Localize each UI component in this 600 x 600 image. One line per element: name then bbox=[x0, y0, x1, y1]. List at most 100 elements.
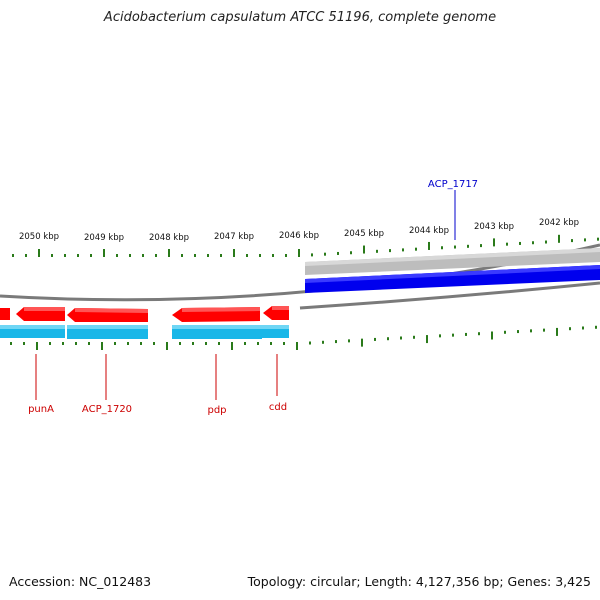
minor-tick bbox=[504, 330, 506, 334]
gene-grey-arc-highlight bbox=[305, 248, 600, 266]
minor-tick bbox=[192, 342, 194, 345]
minor-tick bbox=[285, 254, 287, 257]
tick-label: 2046 kbp bbox=[279, 231, 319, 241]
tick-label: 2043 kbp bbox=[474, 222, 514, 232]
minor-tick bbox=[140, 342, 142, 345]
gene-puna[interactable] bbox=[0, 308, 10, 320]
gene-label[interactable]: ACP_1720 bbox=[82, 404, 132, 415]
tick-label: 2045 kbp bbox=[344, 229, 384, 239]
backbone-inner bbox=[299, 281, 600, 310]
minor-tick bbox=[415, 247, 417, 251]
tick-labels: 2050 kbp 2049 kbp 2048 kbp 2047 kbp 2046 kbp… bbox=[19, 218, 579, 243]
major-tick bbox=[363, 245, 365, 254]
minor-tick bbox=[530, 329, 532, 333]
tick-label: 2042 kbp bbox=[539, 218, 579, 228]
minor-tick bbox=[480, 244, 482, 248]
minor-tick bbox=[77, 254, 79, 257]
tick-label: 2050 kbp bbox=[19, 232, 59, 242]
minor-tick bbox=[543, 328, 545, 332]
minor-tick bbox=[127, 342, 129, 345]
minor-tick bbox=[75, 342, 77, 345]
minor-tick bbox=[584, 238, 586, 242]
major-tick bbox=[491, 331, 493, 340]
minor-tick bbox=[467, 244, 469, 248]
cds-track bbox=[0, 325, 289, 339]
minor-tick bbox=[205, 342, 207, 345]
minor-tick bbox=[62, 342, 64, 345]
minor-tick bbox=[569, 327, 571, 331]
tick-label: 2048 kbp bbox=[149, 233, 189, 243]
minor-tick bbox=[571, 239, 573, 243]
cds-shine bbox=[0, 325, 289, 329]
major-tick bbox=[493, 238, 495, 247]
minor-tick bbox=[350, 251, 352, 255]
minor-tick bbox=[595, 325, 597, 329]
genome-summary: Topology: circular; Length: 4,127,356 bp… bbox=[247, 574, 591, 589]
minor-tick bbox=[220, 254, 222, 257]
gene-label[interactable]: pdp bbox=[207, 405, 226, 416]
minor-tick bbox=[532, 241, 534, 245]
minor-tick bbox=[257, 342, 259, 345]
gene-label[interactable]: cdd bbox=[269, 402, 287, 413]
red-genes bbox=[0, 306, 289, 322]
tick-row-top bbox=[12, 234, 599, 257]
minor-tick bbox=[259, 254, 261, 257]
minor-tick bbox=[400, 336, 402, 340]
minor-tick bbox=[324, 252, 326, 256]
major-tick bbox=[233, 249, 235, 257]
minor-tick bbox=[153, 342, 155, 345]
minor-tick bbox=[244, 342, 246, 345]
minor-tick bbox=[207, 254, 209, 257]
major-tick bbox=[103, 249, 105, 257]
major-tick bbox=[298, 249, 300, 257]
minor-tick bbox=[309, 341, 311, 345]
minor-tick bbox=[519, 241, 521, 245]
tick-label: 2049 kbp bbox=[84, 233, 124, 243]
minor-tick bbox=[270, 342, 272, 345]
accession-label: Accession: NC_012483 bbox=[9, 574, 152, 589]
minor-tick bbox=[348, 339, 350, 343]
minor-tick bbox=[51, 254, 53, 257]
minor-tick bbox=[90, 254, 92, 257]
minor-tick bbox=[335, 340, 337, 344]
gene-label[interactable]: ACP_1717 bbox=[428, 179, 478, 190]
minor-tick bbox=[179, 342, 181, 345]
minor-tick bbox=[413, 335, 415, 339]
minor-tick bbox=[478, 332, 480, 336]
minor-tick bbox=[454, 245, 456, 249]
minor-tick bbox=[387, 337, 389, 341]
minor-tick bbox=[88, 342, 90, 345]
minor-tick bbox=[142, 254, 144, 257]
major-tick bbox=[556, 327, 558, 336]
major-tick bbox=[38, 249, 40, 257]
minor-tick bbox=[506, 242, 508, 246]
minor-tick bbox=[218, 342, 220, 345]
minor-tick bbox=[10, 342, 12, 345]
minor-tick bbox=[64, 254, 66, 257]
minor-tick bbox=[12, 254, 14, 257]
major-tick bbox=[231, 342, 233, 350]
minor-tick bbox=[545, 240, 547, 244]
minor-tick bbox=[25, 254, 27, 257]
major-tick bbox=[166, 342, 168, 350]
gene-label[interactable]: punA bbox=[28, 404, 54, 415]
major-tick bbox=[36, 342, 38, 350]
tick-label: 2047 kbp bbox=[214, 232, 254, 242]
minor-tick bbox=[517, 330, 519, 334]
major-tick bbox=[428, 241, 430, 250]
gene-labels: punA ACP_1720 pdp cdd ACP_1717 bbox=[28, 179, 478, 416]
minor-tick bbox=[452, 333, 454, 337]
minor-tick bbox=[441, 246, 443, 250]
minor-tick bbox=[337, 251, 339, 255]
minor-tick bbox=[194, 254, 196, 257]
minor-tick bbox=[322, 340, 324, 344]
minor-tick bbox=[283, 342, 285, 345]
minor-tick bbox=[155, 254, 157, 257]
minor-tick bbox=[23, 342, 25, 345]
minor-tick bbox=[272, 254, 274, 257]
minor-tick bbox=[181, 254, 183, 257]
tick-row-bottom bbox=[10, 325, 597, 350]
minor-tick bbox=[49, 342, 51, 345]
minor-tick bbox=[389, 249, 391, 253]
